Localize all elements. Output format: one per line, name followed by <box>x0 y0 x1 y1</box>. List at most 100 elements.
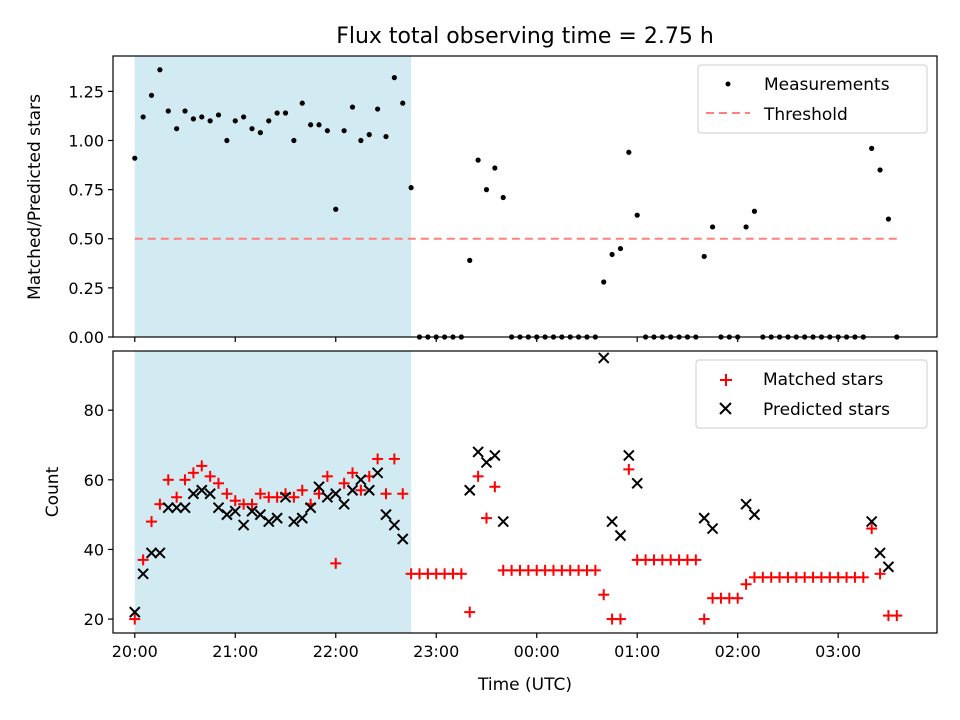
matched-star-point <box>455 568 467 580</box>
top-y-axis-label: Matched/Predicted stars <box>25 94 45 300</box>
measurement-point <box>483 187 490 193</box>
measurement-point <box>634 212 640 218</box>
predicted-star-point <box>748 508 761 521</box>
matched-star-point <box>388 453 400 465</box>
measurement-point <box>601 279 607 285</box>
top-y-tick-label: 0.00 <box>68 328 104 347</box>
matched-star-point <box>129 613 141 625</box>
top-y-tick-label: 0.75 <box>68 181 104 200</box>
matched-star-point <box>162 474 174 486</box>
predicted-star-point <box>288 515 300 528</box>
measurement-point <box>140 114 146 120</box>
measurement-point <box>274 110 280 116</box>
matched-star-point <box>589 564 601 576</box>
matched-star-point <box>891 610 903 622</box>
measurement-point <box>492 165 498 171</box>
matched-star-point <box>288 491 300 503</box>
predicted-star-point <box>363 484 375 496</box>
matched-star-point <box>229 495 241 507</box>
legend-matched-marker <box>720 374 732 386</box>
measurement-point <box>885 216 892 222</box>
top-y-tick-label: 1.00 <box>68 131 104 150</box>
measurement-point <box>165 108 171 114</box>
measurement-point <box>709 224 716 230</box>
measurement-point <box>626 149 632 155</box>
measurement-point <box>366 132 372 138</box>
measurement-point <box>224 137 230 144</box>
matched-star-point <box>179 474 191 486</box>
predicted-star-point <box>304 501 317 514</box>
predicted-star-point <box>154 547 166 559</box>
matched-star-point <box>380 488 392 500</box>
measurement-point <box>308 122 314 128</box>
predicted-star-point <box>162 501 174 514</box>
matched-star-point <box>489 481 501 493</box>
matched-star-point <box>346 467 358 479</box>
predicted-star-point <box>464 484 476 496</box>
predicted-star-point <box>472 446 484 458</box>
predicted-star-point <box>296 512 308 524</box>
matched-star-point <box>464 606 476 618</box>
matched-star-point <box>338 477 350 489</box>
measurement-point <box>215 112 222 118</box>
bottom-y-tick-label: 40 <box>84 540 104 559</box>
measurement-point <box>241 114 247 120</box>
predicted-star-point <box>145 547 158 559</box>
matched-star-point <box>598 589 610 601</box>
top-y-tick-label: 0.50 <box>68 230 104 249</box>
legend-threshold-label: Threshold <box>763 105 848 125</box>
top-panel: Flux total observing time = 2.75 h 0.00 0… <box>25 24 938 347</box>
top-legend-box <box>697 64 928 134</box>
measurement-point <box>282 110 289 116</box>
predicted-star-point <box>346 484 359 496</box>
legend-matched-label: Matched stars <box>763 370 883 390</box>
predicted-star-point <box>330 488 342 500</box>
top-chart-title: Flux total observing time = 2.75 h <box>336 24 714 49</box>
predicted-star-point <box>380 508 392 521</box>
measurement-point <box>701 253 707 260</box>
matched-star-point <box>171 491 183 503</box>
predicted-star-point <box>313 481 325 493</box>
predicted-star-point <box>497 515 509 528</box>
x-tick-label: 23:00 <box>413 642 459 661</box>
measurement-point <box>190 116 196 122</box>
bottom-axes-frame <box>112 350 938 634</box>
matched-star-point <box>372 453 384 465</box>
measurement-point <box>375 106 381 112</box>
matched-star-point <box>137 554 149 566</box>
bottom-shaded-region <box>134 351 412 633</box>
measurement-point <box>609 251 615 258</box>
x-tick-label: 21:00 <box>212 642 258 661</box>
predicted-star-point <box>489 449 501 462</box>
matched-star-point <box>187 467 199 479</box>
measurement-point <box>207 118 213 124</box>
measurement-point <box>869 145 875 151</box>
top-y-tick-label: 1.25 <box>68 82 104 101</box>
matched-star-point <box>146 516 158 528</box>
predicted-star-point <box>237 519 250 531</box>
matched-star-point <box>321 470 333 482</box>
measurement-point <box>383 133 389 140</box>
matched-star-point <box>246 498 258 510</box>
matched-star-point <box>271 491 283 503</box>
top-shaded-region <box>134 56 412 337</box>
measurement-point <box>174 126 180 132</box>
measurement-point <box>148 92 155 98</box>
measurement-point <box>408 185 414 191</box>
bottom-y-tick-label: 60 <box>84 471 104 490</box>
matched-star-point <box>330 557 342 569</box>
predicted-star-point <box>179 501 191 514</box>
predicted-star-point <box>882 561 895 573</box>
matched-star-point <box>740 578 752 590</box>
predicted-star-point <box>371 467 384 479</box>
predicted-star-point <box>698 512 710 524</box>
measurement-point <box>333 206 339 212</box>
matched-star-point <box>857 571 869 583</box>
measurement-point <box>743 224 749 230</box>
predicted-star-point <box>355 474 367 486</box>
measurement-point <box>467 257 473 263</box>
top-y-tick-label: 0.25 <box>68 279 104 298</box>
predicted-star-point <box>623 449 635 462</box>
matched-star-point <box>623 463 635 475</box>
predicted-star-point <box>279 491 292 503</box>
